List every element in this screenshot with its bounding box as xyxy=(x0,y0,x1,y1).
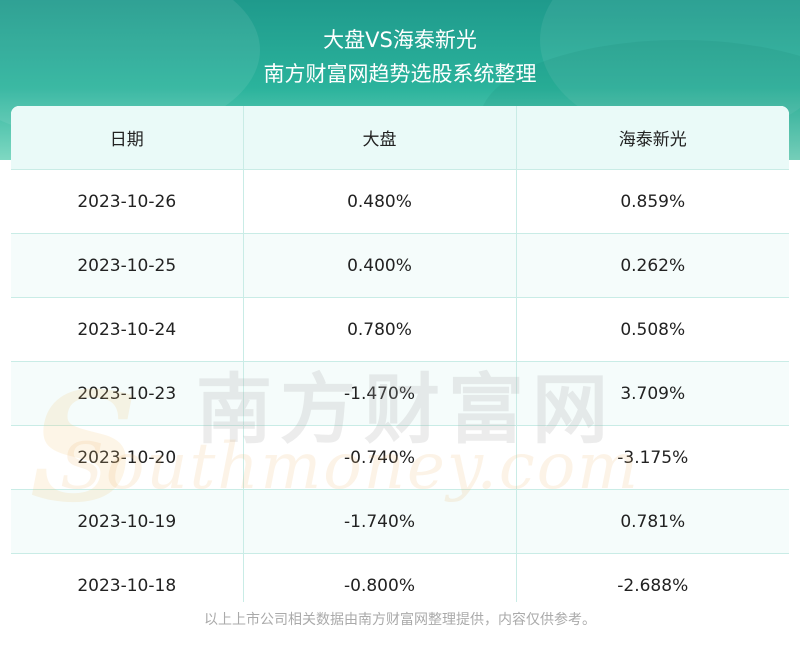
stock-change-cell: 3.709% xyxy=(516,361,789,426)
table-row: 2023-10-26 0.480% 0.859% xyxy=(11,169,789,234)
stock-change-cell: -2.688% xyxy=(516,553,789,602)
date-cell: 2023-10-20 xyxy=(11,425,244,490)
table-row: 2023-10-24 0.780% 0.508% xyxy=(11,297,789,362)
table-row: 2023-10-23 -1.470% 3.709% xyxy=(11,361,789,426)
date-cell: 2023-10-24 xyxy=(11,297,244,362)
column-header-market: 大盘 xyxy=(243,106,517,170)
comparison-table: 日期 大盘 海泰新光 2023-10-26 0.480% 0.859% 2023… xyxy=(11,106,789,602)
date-cell: 2023-10-18 xyxy=(11,553,244,602)
column-header-date: 日期 xyxy=(11,106,244,170)
market-change-cell: -1.470% xyxy=(243,361,517,426)
stock-change-cell: -3.175% xyxy=(516,425,789,490)
page-subtitle: 南方财富网趋势选股系统整理 xyxy=(263,62,537,86)
stock-change-cell: 0.781% xyxy=(516,489,789,554)
market-change-cell: -1.740% xyxy=(243,489,517,554)
table-row: 2023-10-18 -0.800% -2.688% xyxy=(11,553,789,602)
date-cell: 2023-10-25 xyxy=(11,233,244,298)
table-row: 2023-10-20 -0.740% -3.175% xyxy=(11,425,789,490)
column-header-stock: 海泰新光 xyxy=(516,106,789,170)
page-title: 大盘VS海泰新光 xyxy=(323,28,477,52)
table-row: 2023-10-25 0.400% 0.262% xyxy=(11,233,789,298)
market-change-cell: -0.800% xyxy=(243,553,517,602)
date-cell: 2023-10-19 xyxy=(11,489,244,554)
market-change-cell: 0.780% xyxy=(243,297,517,362)
stock-change-cell: 0.859% xyxy=(516,169,789,234)
market-change-cell: 0.400% xyxy=(243,233,517,298)
market-change-cell: -0.740% xyxy=(243,425,517,490)
market-change-cell: 0.480% xyxy=(243,169,517,234)
comparison-table-card: 日期 大盘 海泰新光 2023-10-26 0.480% 0.859% 2023… xyxy=(11,106,789,602)
stock-change-cell: 0.508% xyxy=(516,297,789,362)
table-header-row: 日期 大盘 海泰新光 xyxy=(11,106,789,170)
stock-change-cell: 0.262% xyxy=(516,233,789,298)
table-row: 2023-10-19 -1.740% 0.781% xyxy=(11,489,789,554)
date-cell: 2023-10-23 xyxy=(11,361,244,426)
date-cell: 2023-10-26 xyxy=(11,169,244,234)
footer-disclaimer: 以上上市公司相关数据由南方财富网整理提供，内容仅供参考。 xyxy=(204,612,596,628)
